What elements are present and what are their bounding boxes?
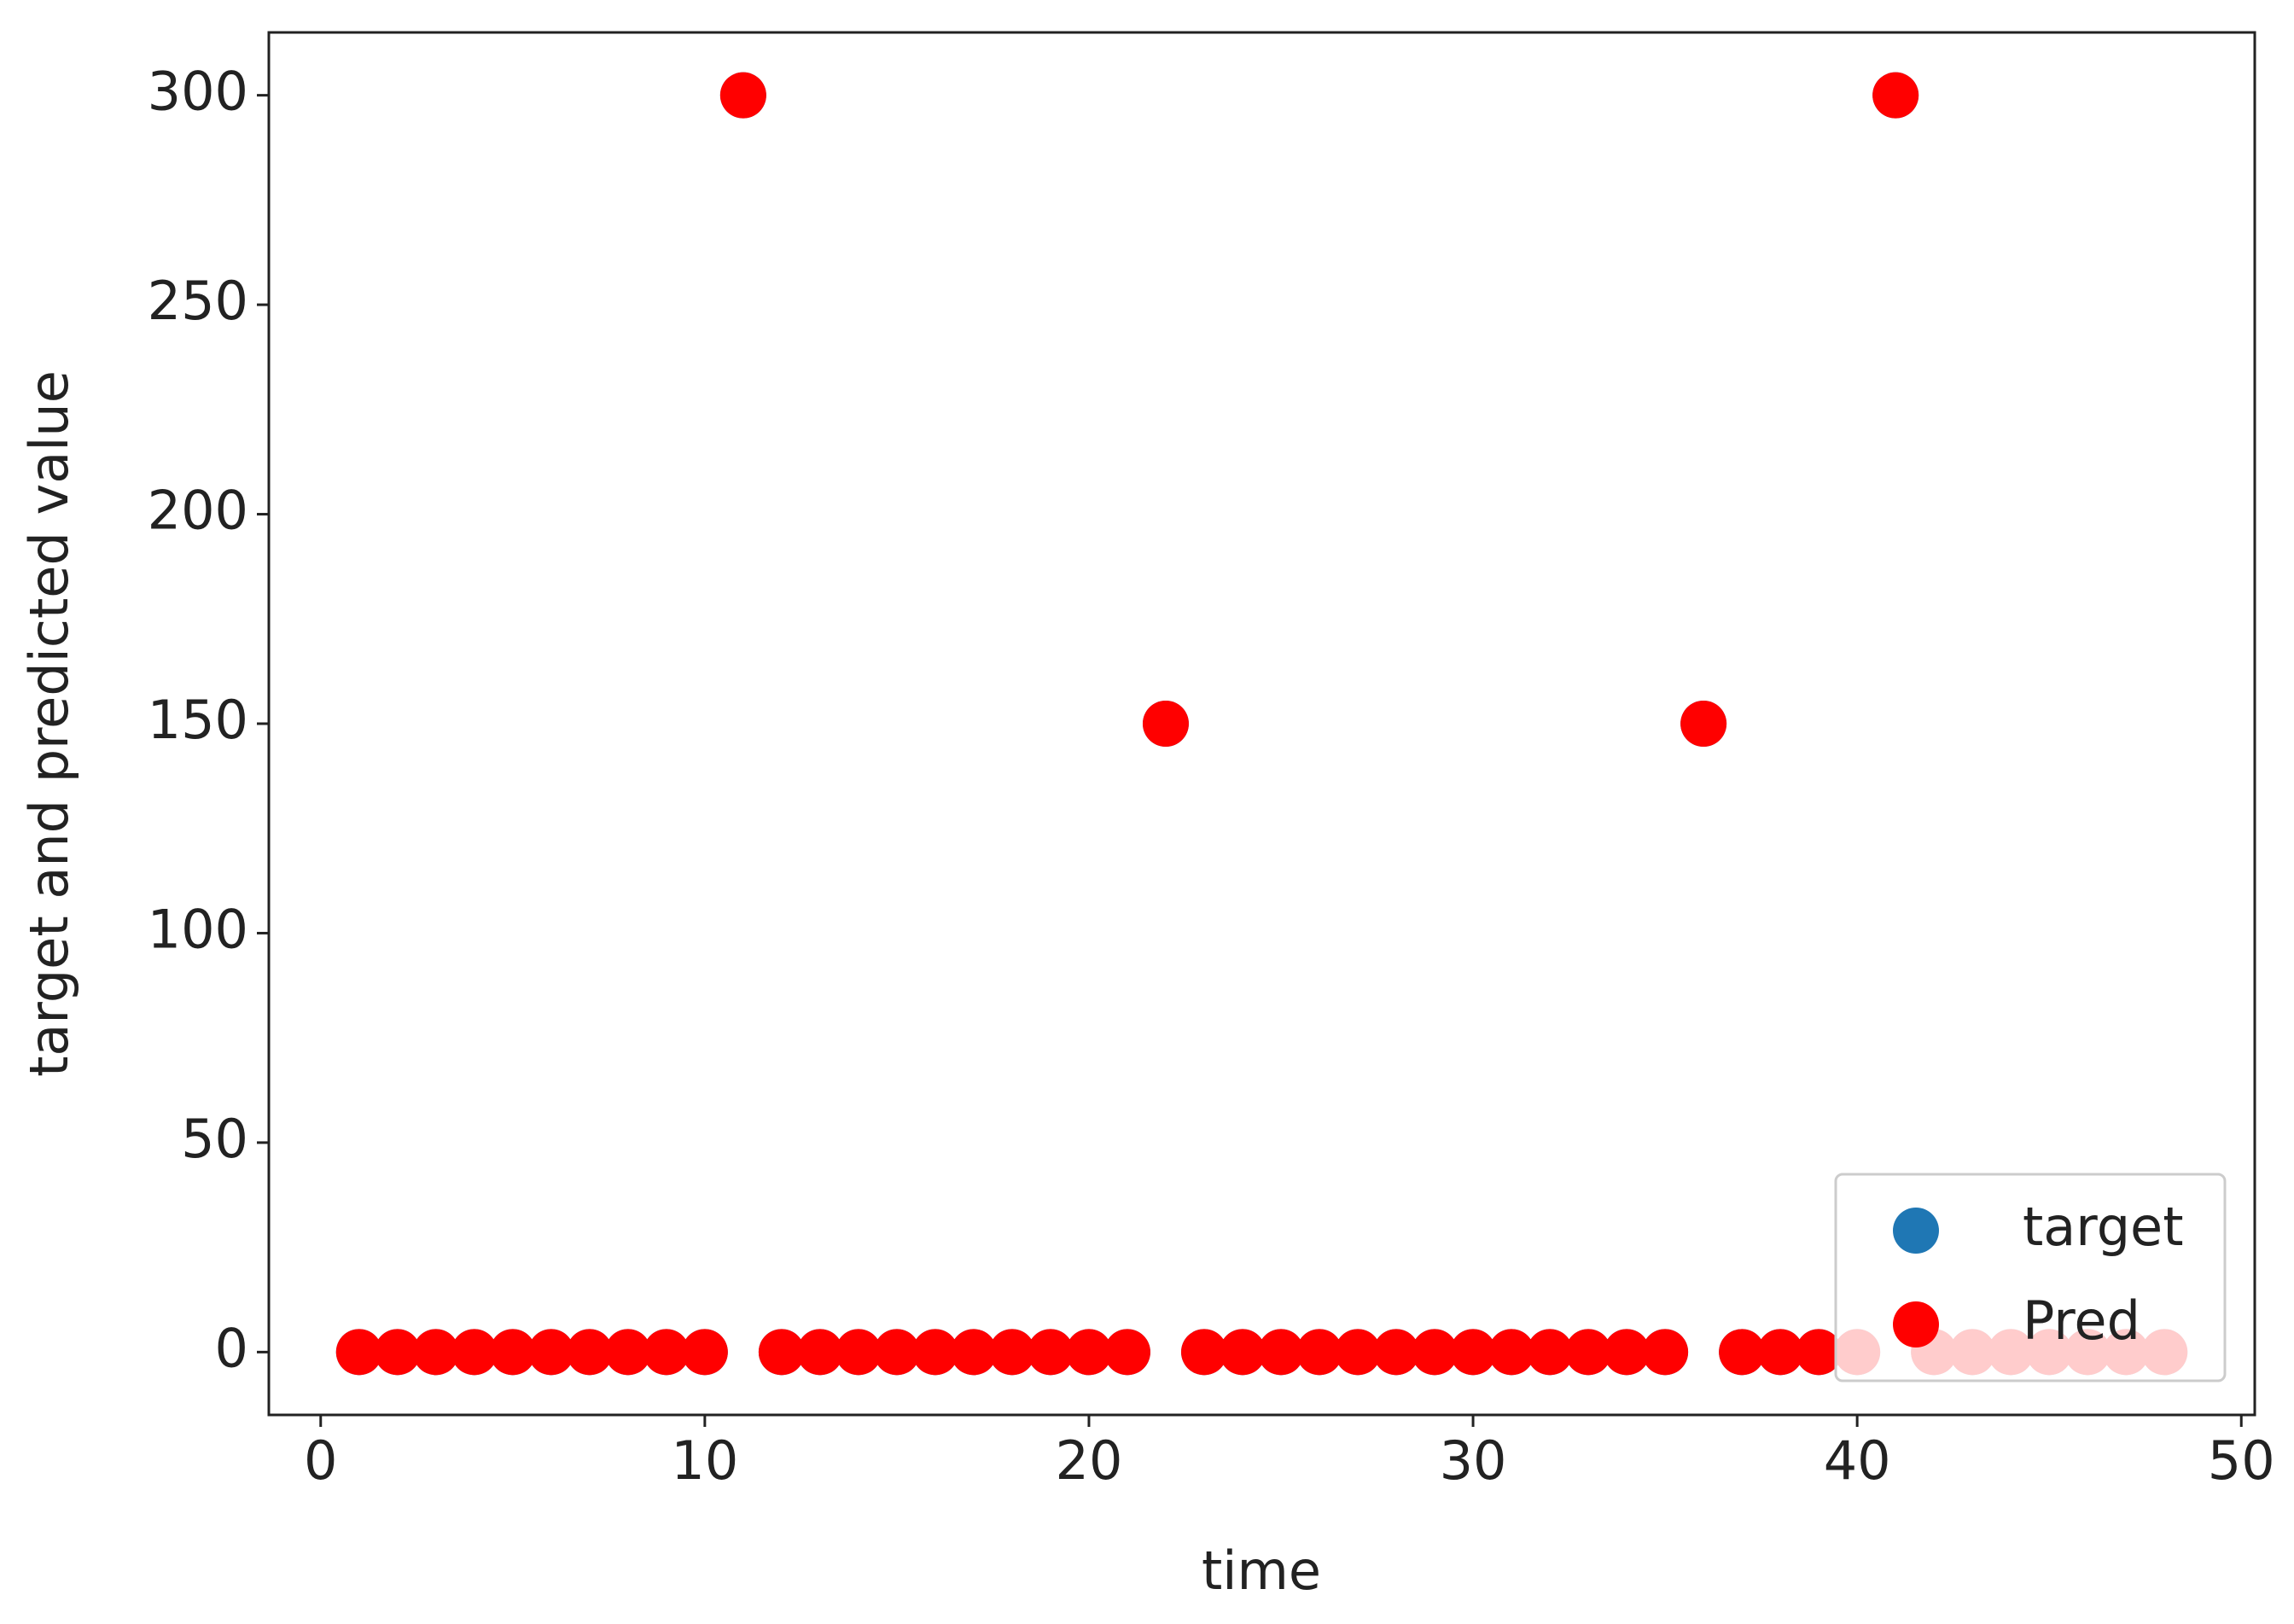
point	[1335, 1329, 1382, 1376]
y-tick-label: 200	[148, 480, 248, 542]
point	[1219, 1329, 1266, 1376]
point	[1642, 1329, 1689, 1376]
point	[1565, 1329, 1612, 1376]
y-tick-label: 150	[148, 689, 248, 751]
point	[1412, 1329, 1458, 1376]
x-tick-label: 10	[671, 1429, 738, 1492]
point	[1872, 72, 1919, 119]
point	[1680, 701, 1727, 747]
point	[374, 1329, 421, 1376]
point	[1142, 701, 1189, 747]
point	[643, 1329, 690, 1376]
point	[1719, 1329, 1766, 1376]
x-tick-label: 40	[1824, 1429, 1891, 1492]
point	[1296, 1329, 1343, 1376]
point	[835, 1329, 882, 1376]
x-tick-label: 20	[1056, 1429, 1123, 1492]
point	[1527, 1329, 1574, 1376]
point	[1796, 1329, 1843, 1376]
x-tick-label: 30	[1440, 1429, 1507, 1492]
point	[758, 1329, 805, 1376]
point	[1488, 1329, 1535, 1376]
y-tick-label: 0	[215, 1317, 248, 1379]
point	[451, 1329, 498, 1376]
point	[335, 1329, 382, 1376]
y-axis-label: target and predicted value	[18, 370, 80, 1077]
point	[1757, 1329, 1804, 1376]
point	[873, 1329, 920, 1376]
point	[1258, 1329, 1305, 1376]
point	[1373, 1329, 1420, 1376]
point	[604, 1329, 651, 1376]
legend-marker	[1893, 1301, 1939, 1348]
x-tick-label: 0	[304, 1429, 337, 1492]
legend: target Pred	[1834, 1173, 2227, 1382]
point	[1027, 1329, 1074, 1376]
legend-label: target	[2023, 1196, 2184, 1258]
y-tick-label: 250	[148, 270, 248, 332]
x-tick-label: 50	[2208, 1429, 2275, 1492]
x-axis-label: time	[1202, 1540, 1321, 1602]
y-tick-label: 300	[148, 61, 248, 123]
point	[1450, 1329, 1497, 1376]
point	[1604, 1329, 1651, 1376]
y-tick-label: 100	[148, 899, 248, 961]
point	[489, 1329, 536, 1376]
point	[412, 1329, 459, 1376]
point	[796, 1329, 843, 1376]
point	[681, 1329, 728, 1376]
point	[566, 1329, 613, 1376]
point	[1065, 1329, 1112, 1376]
y-tick-label: 50	[181, 1108, 248, 1170]
point	[1180, 1329, 1227, 1376]
point	[950, 1329, 997, 1376]
point	[988, 1329, 1035, 1376]
legend-label: Pred	[2023, 1289, 2140, 1352]
legend-marker	[1893, 1208, 1939, 1254]
point	[911, 1329, 958, 1376]
point	[1103, 1329, 1150, 1376]
point	[527, 1329, 574, 1376]
point	[719, 72, 766, 119]
plot-frame	[267, 31, 2256, 1417]
